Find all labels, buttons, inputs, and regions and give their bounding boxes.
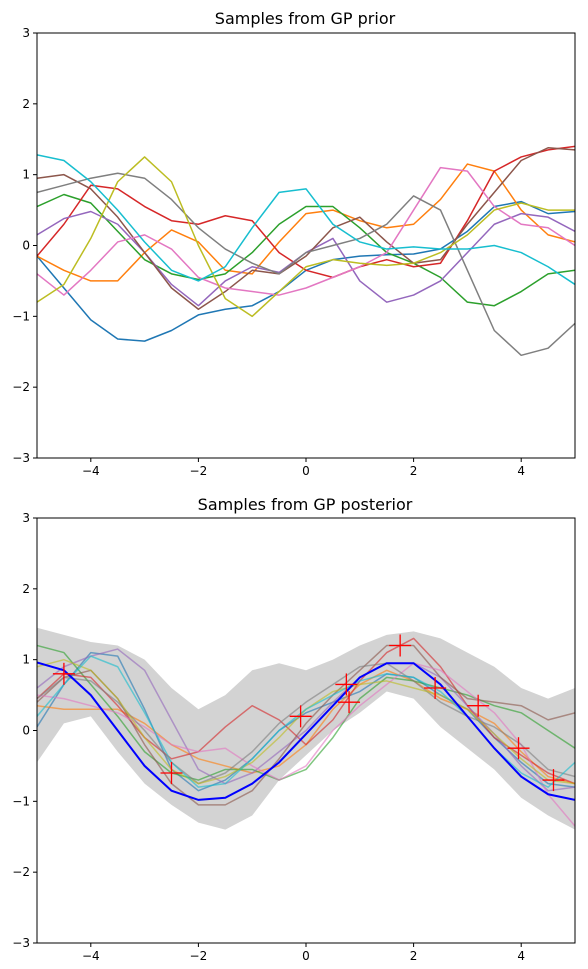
y-tick-label: 1 bbox=[22, 653, 30, 667]
prior-chart-title: Samples from GP prior bbox=[215, 9, 396, 28]
y-tick-label: 2 bbox=[22, 582, 30, 596]
y-tick-label: 3 bbox=[22, 26, 30, 40]
posterior-chart-title: Samples from GP posterior bbox=[198, 495, 413, 514]
observation-marker bbox=[424, 677, 447, 699]
y-tick-label: 2 bbox=[22, 97, 30, 111]
plot-area bbox=[37, 145, 575, 357]
observation-marker bbox=[389, 634, 412, 657]
x-tick-label: 4 bbox=[517, 949, 525, 963]
confidence-band bbox=[37, 627, 575, 830]
sample-line-5 bbox=[37, 210, 575, 307]
sample-line-6 bbox=[37, 147, 575, 310]
sample-line-2 bbox=[37, 163, 575, 282]
x-tick-label: 0 bbox=[302, 949, 310, 963]
y-tick-label: −1 bbox=[12, 309, 30, 323]
observation-marker bbox=[335, 673, 358, 696]
mean-line bbox=[37, 661, 575, 801]
x-tick-label: −4 bbox=[82, 949, 100, 963]
sample-line-4 bbox=[37, 145, 575, 279]
x-tick-label: 0 bbox=[302, 464, 310, 478]
y-tick-label: 0 bbox=[22, 724, 30, 738]
y-tick-label: −3 bbox=[12, 451, 30, 465]
y-tick-label: −2 bbox=[12, 865, 30, 879]
observation-marker bbox=[289, 705, 312, 728]
sample-line-3 bbox=[37, 193, 575, 307]
observation-marker bbox=[467, 694, 490, 717]
y-tick-label: 3 bbox=[22, 511, 30, 525]
observation-marker bbox=[338, 691, 361, 714]
y-tick-label: −2 bbox=[12, 380, 30, 394]
observation-marker bbox=[507, 737, 530, 760]
sample-line-1 bbox=[37, 200, 575, 342]
sample-line-3 bbox=[37, 644, 575, 781]
observation-marker bbox=[52, 662, 75, 685]
y-tick-label: 1 bbox=[22, 168, 30, 182]
x-tick-label: −4 bbox=[82, 464, 100, 478]
x-tick-label: −2 bbox=[190, 464, 208, 478]
y-tick-label: −1 bbox=[12, 794, 30, 808]
sample-line-8 bbox=[37, 172, 575, 357]
x-tick-label: 4 bbox=[517, 464, 525, 478]
plot-area bbox=[37, 627, 575, 830]
sample-line-10 bbox=[37, 154, 575, 286]
sample-line-4 bbox=[37, 637, 575, 785]
x-tick-label: −2 bbox=[190, 949, 208, 963]
y-tick-label: 0 bbox=[22, 239, 30, 253]
sample-line-1 bbox=[37, 651, 575, 792]
sample-line-6 bbox=[37, 644, 575, 806]
prior-chart-panel: Samples from GP prior −4 −2 0 2 4 −3 −2 −1 0 1 2 3 bbox=[12, 9, 576, 478]
sample-line-7 bbox=[37, 166, 575, 296]
y-tick-label: −3 bbox=[12, 936, 30, 950]
observation-marker bbox=[160, 762, 183, 784]
observation-marker bbox=[542, 769, 565, 792]
posterior-chart-panel: Samples from GP posterior −4 −2 0 2 4 −3 −2 −1 0… bbox=[12, 495, 576, 963]
x-tick-label: 2 bbox=[410, 464, 418, 478]
x-tick-label: 2 bbox=[410, 949, 418, 963]
sample-line-9 bbox=[37, 156, 575, 318]
sample-line-5 bbox=[37, 648, 575, 792]
